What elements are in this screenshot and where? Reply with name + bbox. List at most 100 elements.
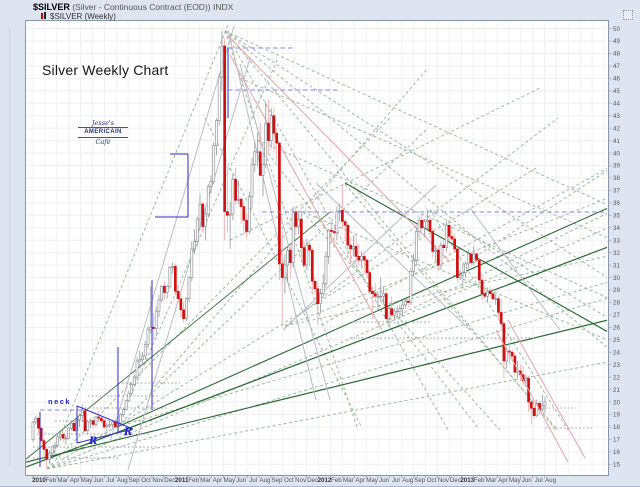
candle-up — [206, 186, 210, 215]
x-axis-label: Jul — [535, 477, 543, 484]
candle-down — [45, 449, 49, 460]
y-axis-label: 23 — [613, 362, 620, 369]
candle-up — [59, 434, 62, 438]
candle-up — [250, 163, 254, 197]
candle-down — [428, 219, 432, 232]
x-axis-label: Aug — [545, 477, 557, 484]
trendline — [257, 139, 607, 299]
candle-up — [141, 355, 144, 361]
y-axis-label: 19 — [613, 412, 620, 419]
x-axis-label: Apr — [213, 477, 223, 484]
candle-down — [176, 290, 180, 300]
x-axis-label: 2010 — [32, 477, 46, 484]
candle-up — [31, 421, 35, 440]
candle-up — [423, 221, 426, 229]
candle-up — [464, 263, 467, 273]
candle-up — [228, 213, 232, 216]
candle-up — [283, 264, 287, 278]
candle-down — [97, 416, 101, 419]
candle-up — [209, 181, 213, 187]
candle-up — [119, 414, 122, 424]
candle-up — [439, 244, 443, 266]
title-rest: (Silver - Continuous Contract (EOD)) IND… — [69, 2, 234, 12]
candle-up — [80, 410, 84, 417]
x-axis-label: 2012 — [318, 477, 332, 484]
y-axis-label: 44 — [613, 100, 620, 107]
x-axis-label: Apr — [498, 477, 508, 484]
subtitle-label: $SILVER (Weekly) — [50, 11, 116, 21]
candle-up — [264, 122, 268, 165]
trendline — [46, 297, 607, 470]
candle-up — [445, 224, 448, 248]
x-axis-label: 2011 — [175, 477, 189, 484]
candle-down — [37, 417, 40, 429]
candle-up — [286, 249, 289, 266]
candle-up — [50, 446, 54, 454]
candle-up — [494, 298, 498, 300]
candle-up — [256, 151, 259, 153]
x-axis-label: Mar — [343, 477, 354, 484]
x-axis-label: Sep — [129, 477, 141, 484]
candle-up — [132, 376, 136, 385]
x-axis-label: Mar — [200, 477, 211, 484]
candle-up — [108, 424, 112, 427]
candle-up — [89, 420, 92, 423]
candle-down — [373, 293, 377, 297]
trendline — [229, 54, 383, 331]
chart-title: $SILVER (Silver - Continuous Contract (E… — [33, 2, 233, 12]
candle-down — [499, 312, 503, 324]
candle-down — [294, 211, 298, 227]
candle-up — [434, 249, 437, 252]
x-axis-label: Jul — [249, 477, 257, 484]
candle-down — [280, 263, 284, 278]
x-axis-label: May — [366, 477, 379, 484]
y-axis-label: 31 — [613, 262, 620, 269]
candle-up — [472, 253, 476, 263]
x-axis-label: Jun — [379, 477, 390, 484]
candle-up — [253, 151, 257, 165]
trendlines-under — [26, 24, 607, 471]
x-axis-label: Dec — [307, 477, 318, 484]
trendline — [239, 63, 331, 401]
candle-down — [357, 256, 361, 261]
price-gridlines — [26, 28, 607, 465]
candle-down — [456, 248, 459, 278]
candle-down — [310, 249, 314, 282]
candle-down — [532, 407, 536, 417]
candle-down — [480, 279, 484, 295]
x-axis-label: Mar — [486, 477, 497, 484]
trendline — [150, 67, 429, 392]
candle-down — [152, 327, 155, 329]
candle-up — [393, 310, 396, 316]
candle-up — [105, 425, 109, 428]
candle-down — [267, 122, 270, 141]
candle-up — [269, 115, 273, 141]
candle-down — [343, 221, 347, 226]
candle-up — [319, 293, 322, 304]
candle-down — [420, 219, 424, 229]
candle-up — [48, 452, 51, 460]
y-axis-label: 39 — [613, 163, 620, 170]
x-axis-label: Feb — [331, 477, 342, 484]
y-axis-label: 48 — [613, 51, 620, 58]
y-axis-label: 33 — [613, 237, 620, 244]
x-axis-labels: 2010 Feb Mar Apr May Jun Jul Aug Sep Oct Nov Dec 201… — [32, 475, 557, 484]
trendline — [315, 182, 471, 331]
candle-down — [100, 417, 103, 422]
y-axis-label: 29 — [613, 287, 620, 294]
drag-handle-icon[interactable] — [623, 10, 633, 20]
x-axis-label: Apr — [70, 477, 80, 484]
candle-down — [362, 256, 366, 261]
trendline — [224, 30, 607, 206]
candle-up — [193, 241, 196, 250]
y-axis-label: 24 — [613, 349, 620, 356]
trendline — [127, 57, 251, 471]
candle-down — [431, 231, 435, 252]
trendline — [109, 25, 235, 443]
y-axis-label: 17 — [613, 437, 620, 444]
candle-down — [179, 298, 183, 311]
trendline — [46, 167, 537, 470]
x-axis-label: Oct — [427, 477, 437, 484]
candle-up — [160, 285, 164, 301]
candle-up — [198, 203, 202, 220]
